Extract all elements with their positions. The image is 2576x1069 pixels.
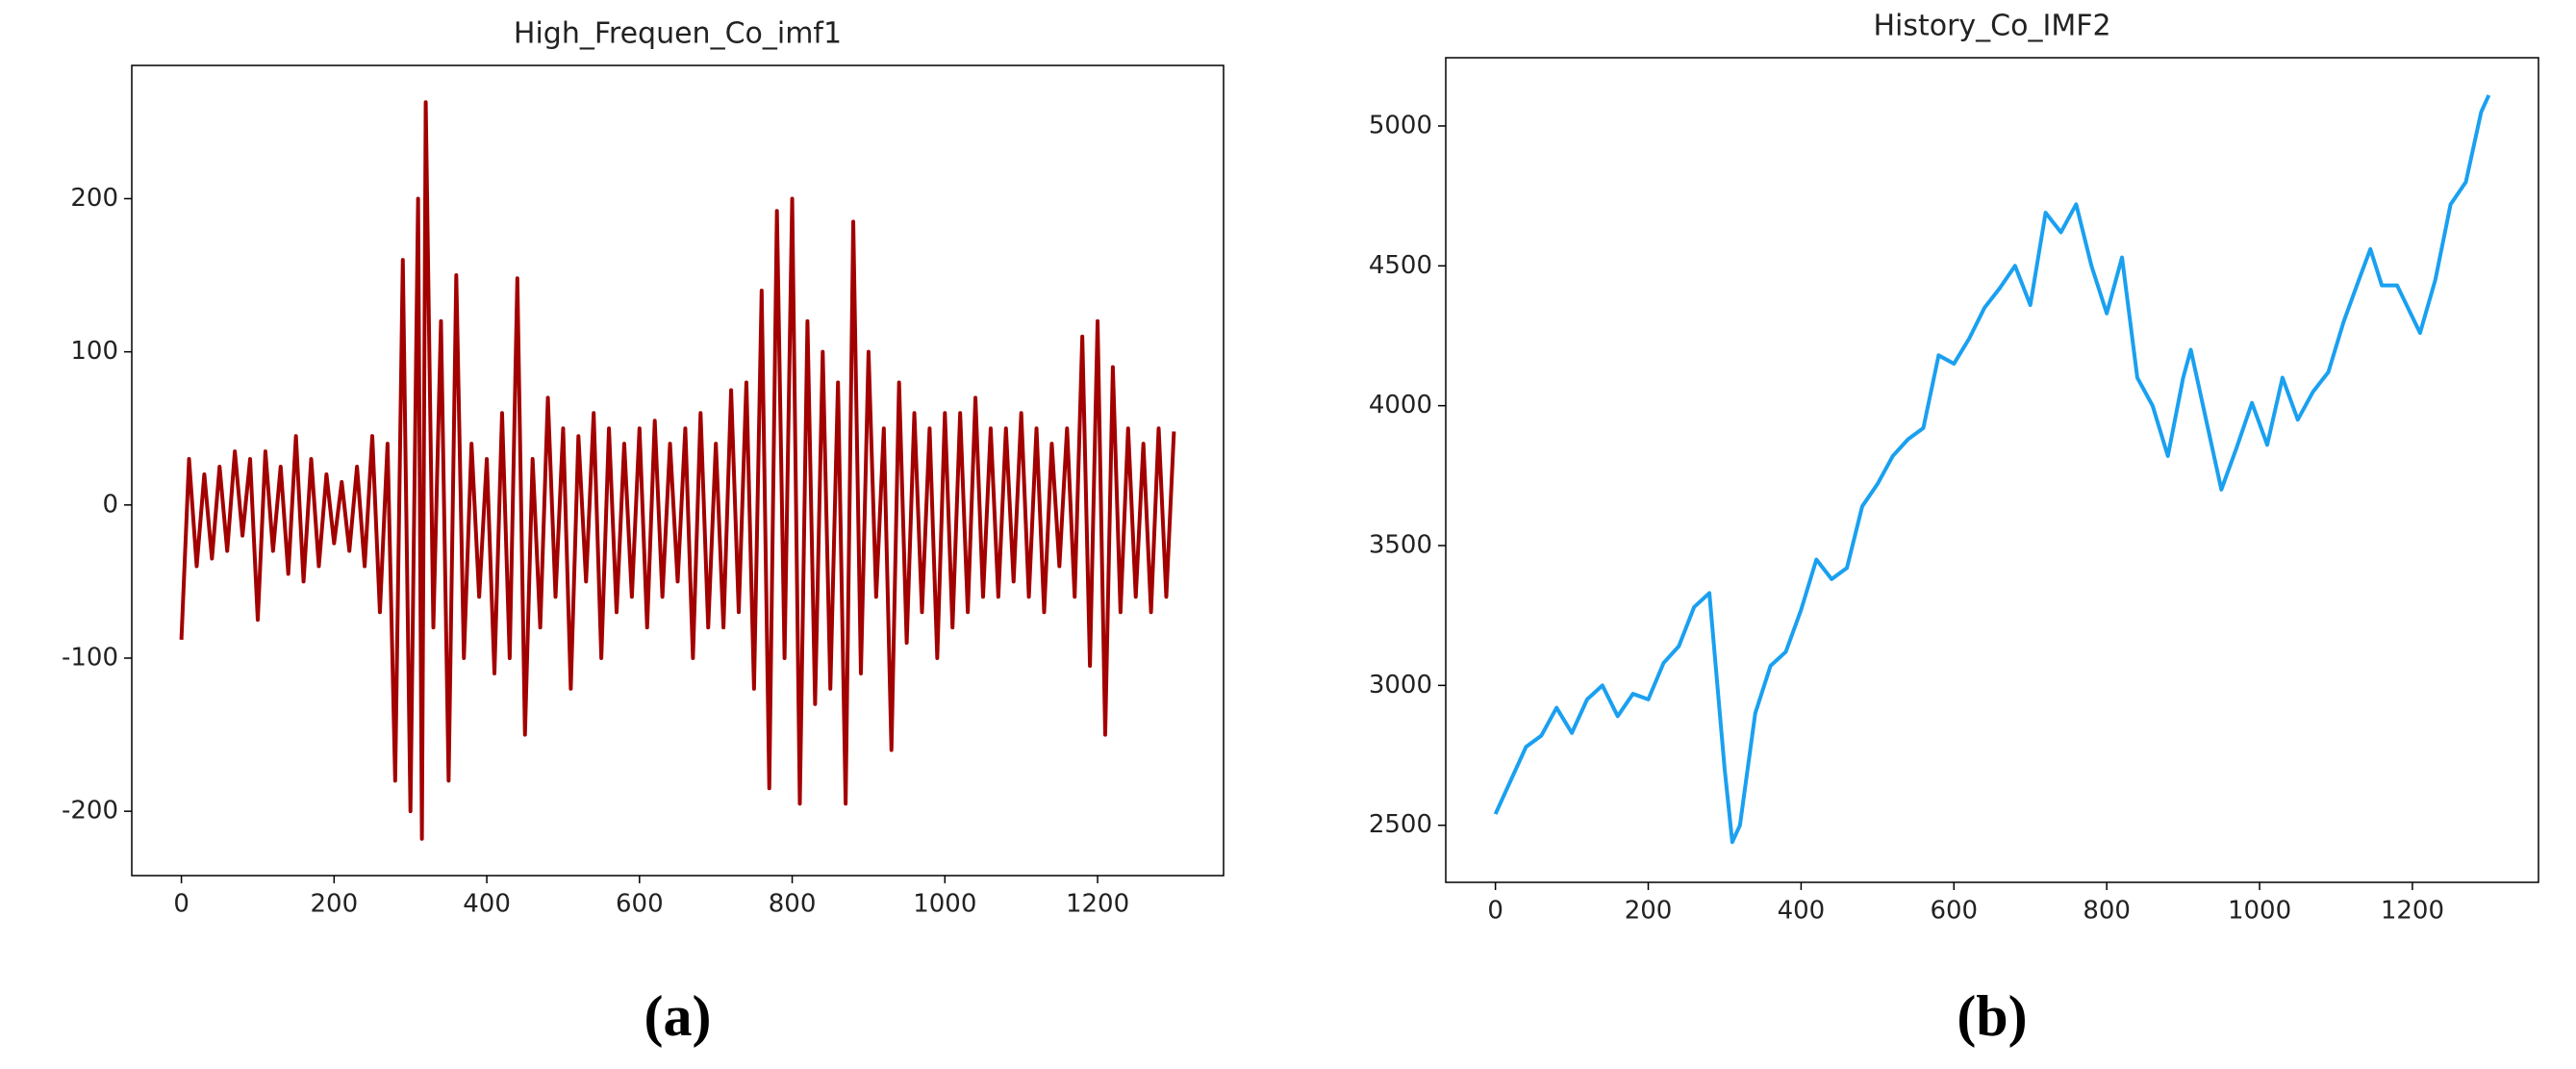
y-tick-label: 100 xyxy=(70,337,118,366)
chart-title: High_Frequen_Co_imf1 xyxy=(514,17,842,51)
x-tick-label: 800 xyxy=(769,890,817,919)
x-tick-label: 400 xyxy=(463,890,511,919)
x-tick-label: 800 xyxy=(2083,897,2131,926)
x-tick-label: 400 xyxy=(1778,897,1826,926)
data-line xyxy=(179,100,1176,841)
caption: (b) xyxy=(1957,984,2027,1048)
y-tick-label: 3500 xyxy=(1369,530,1432,559)
x-tick-label: 1200 xyxy=(1066,890,1129,919)
y-tick-label: -100 xyxy=(62,643,118,672)
chart-title: History_Co_IMF2 xyxy=(1873,10,2110,43)
x-tick-label: 1000 xyxy=(913,890,976,919)
x-tick-label: 600 xyxy=(616,890,664,919)
y-tick-label: 4500 xyxy=(1369,251,1432,280)
y-tick-label: 0 xyxy=(102,490,118,519)
axes-frame xyxy=(131,64,1225,877)
caption: (a) xyxy=(644,984,712,1048)
x-tick-label: 0 xyxy=(173,890,189,919)
y-tick-label: 3000 xyxy=(1369,671,1432,700)
y-tick-label: 4000 xyxy=(1369,391,1432,420)
data-line xyxy=(1493,94,2491,845)
x-tick-label: 200 xyxy=(1625,897,1673,926)
x-tick-label: 600 xyxy=(1930,897,1978,926)
x-tick-label: 1200 xyxy=(2381,897,2444,926)
x-tick-label: 200 xyxy=(311,890,359,919)
y-tick-label: -200 xyxy=(62,797,118,826)
x-tick-label: 1000 xyxy=(2228,897,2291,926)
y-tick-label: 200 xyxy=(70,184,118,213)
y-tick-label: 5000 xyxy=(1369,111,1432,140)
axes-frame xyxy=(1445,57,2539,883)
y-tick-label: 2500 xyxy=(1369,810,1432,839)
x-tick-label: 0 xyxy=(1487,897,1503,926)
